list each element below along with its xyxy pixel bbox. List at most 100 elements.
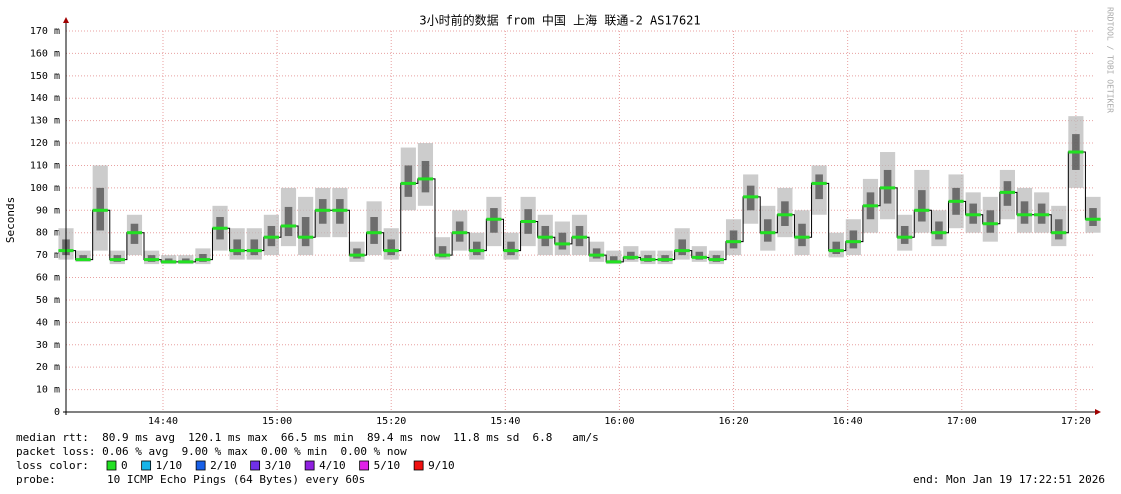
median-marker xyxy=(948,199,964,203)
median-marker xyxy=(931,231,947,235)
median-marker xyxy=(640,258,656,262)
smoke-core xyxy=(678,239,686,256)
loss-label: 3/10 xyxy=(265,459,292,472)
smoke-core xyxy=(284,206,293,237)
median-marker xyxy=(794,235,810,239)
median-marker xyxy=(623,255,639,259)
end-time: end: Mon Jan 19 17:22:51 2026 xyxy=(913,473,1105,486)
loss-swatch xyxy=(304,460,315,471)
median-marker xyxy=(880,186,896,190)
median-marker xyxy=(845,240,861,244)
smoke-core xyxy=(387,239,396,256)
median-marker xyxy=(1085,217,1101,221)
y-tick-label: 140 m xyxy=(30,93,60,104)
loss-swatch xyxy=(106,460,117,471)
watermark: RRDTOOL / TOBI OETIKER xyxy=(1106,7,1115,113)
y-tick-label: 10 m xyxy=(36,385,60,396)
smoke-core xyxy=(695,251,704,260)
x-tick-label: 15:40 xyxy=(490,416,520,427)
median-marker xyxy=(725,240,742,244)
y-tick-label: 0 xyxy=(54,407,60,418)
y-tick-label: 70 m xyxy=(36,250,60,261)
smoke-core xyxy=(849,230,858,249)
median-marker xyxy=(469,249,485,253)
loss-label: 0 xyxy=(121,459,128,472)
median-marker xyxy=(589,253,605,257)
median-marker xyxy=(708,258,725,262)
median-marker xyxy=(760,231,776,235)
smoke-core xyxy=(918,190,926,222)
y-tick-label: 150 m xyxy=(30,71,60,82)
x-tick-label: 17:20 xyxy=(1061,416,1091,427)
smoke-core xyxy=(935,221,943,240)
median-marker xyxy=(897,235,913,239)
smoke-core xyxy=(301,217,310,247)
y-tick-label: 80 m xyxy=(36,228,60,239)
median-marker xyxy=(811,181,827,185)
median-marker xyxy=(161,260,177,264)
median-marker xyxy=(332,208,348,212)
smoke-core xyxy=(558,232,567,250)
median-marker xyxy=(862,204,879,208)
loss-label: 9/10 xyxy=(428,459,455,472)
smoke-core xyxy=(404,165,413,197)
smoke-core xyxy=(473,241,481,256)
median-marker xyxy=(657,258,673,262)
y-tick-label: 50 m xyxy=(36,295,60,306)
y-tick-label: 110 m xyxy=(30,160,60,171)
median-marker xyxy=(298,235,314,239)
y-tick-label: 170 m xyxy=(30,26,60,37)
y-tick-label: 20 m xyxy=(36,362,60,373)
x-tick-label: 17:00 xyxy=(947,416,977,427)
smoke-core xyxy=(199,253,207,262)
x-tick-label: 15:20 xyxy=(376,416,406,427)
median-marker xyxy=(178,260,194,264)
median-marker xyxy=(92,208,108,212)
loss-swatch xyxy=(250,460,261,471)
median-marker xyxy=(486,217,502,221)
median-marker xyxy=(691,255,707,259)
y-tick-label: 100 m xyxy=(30,183,60,194)
smoke-core xyxy=(832,241,841,254)
probe-text: 10 ICMP Echo Pings (64 Bytes) every 60s xyxy=(107,473,365,486)
axis-arrow xyxy=(63,17,69,23)
loss-swatch xyxy=(413,460,424,471)
smoke-core xyxy=(729,230,738,249)
median-marker xyxy=(537,235,553,239)
median-marker xyxy=(109,258,125,262)
axis-arrow xyxy=(1095,409,1101,415)
smoke-core xyxy=(609,256,618,263)
smoke-core xyxy=(79,255,87,261)
smoke-core xyxy=(438,246,447,258)
smoke-core xyxy=(592,248,601,259)
median-marker xyxy=(1051,231,1067,235)
smoke-core xyxy=(986,210,995,233)
smoke-core xyxy=(421,160,430,193)
x-tick-label: 16:20 xyxy=(718,416,748,427)
median-marker xyxy=(126,231,143,235)
x-tick-label: 14:40 xyxy=(148,416,178,427)
median-marker xyxy=(229,249,245,253)
y-tick-label: 120 m xyxy=(30,138,60,149)
x-tick-label: 16:40 xyxy=(833,416,863,427)
smoke-core xyxy=(815,174,823,200)
median-marker xyxy=(452,231,468,235)
loss-label: 5/10 xyxy=(374,459,401,472)
median-marker xyxy=(1034,213,1050,217)
median-marker xyxy=(263,235,279,239)
median-marker xyxy=(246,249,262,253)
x-tick-label: 16:00 xyxy=(604,416,634,427)
median-marker xyxy=(212,226,228,230)
smoke-core xyxy=(1089,208,1097,226)
median-marker xyxy=(743,195,759,199)
loss-swatch xyxy=(195,460,206,471)
median-marker xyxy=(434,253,451,257)
y-tick-label: 60 m xyxy=(36,273,60,284)
x-tick-label: 15:00 xyxy=(262,416,292,427)
median-marker xyxy=(1068,150,1084,154)
loss-label: 4/10 xyxy=(319,459,346,472)
smoke-core xyxy=(627,251,635,260)
chart-title: 3小时前的数据 from 中国 上海 联通-2 AS17621 xyxy=(419,13,700,28)
median-marker xyxy=(503,249,519,253)
